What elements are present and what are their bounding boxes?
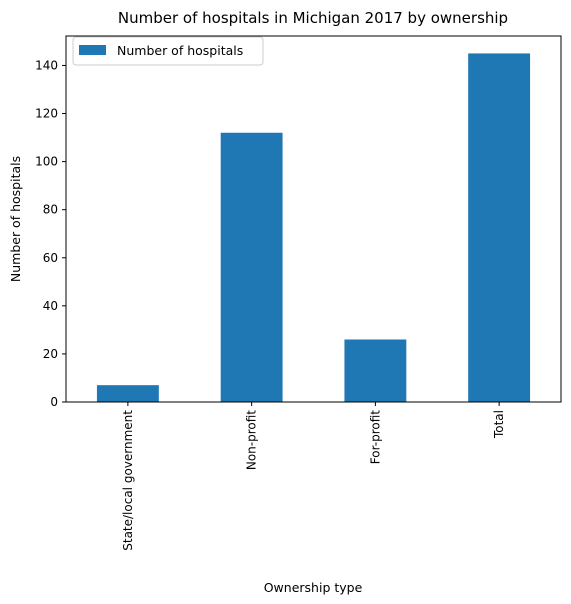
chart-title: Number of hospitals in Michigan 2017 by …	[118, 9, 508, 27]
y-tick-label: 140	[35, 58, 58, 72]
y-tick-label: 40	[43, 299, 58, 313]
legend-frame	[72, 36, 264, 66]
bar	[220, 132, 283, 403]
x-axis-ticks: State/local government Non-profit For-prof…	[121, 402, 506, 551]
y-axis-label: Number of hospitals	[8, 156, 23, 282]
y-tick-label: 120	[35, 107, 58, 121]
x-axis-label: Ownership type	[264, 580, 363, 595]
bar	[344, 339, 407, 402]
legend-label: Number of hospitals	[117, 43, 243, 58]
y-axis-ticks: 0 20 40 60 80 100 120 140	[35, 58, 66, 409]
bars	[96, 53, 531, 403]
y-tick-label: 0	[50, 395, 58, 409]
bar	[468, 53, 531, 403]
x-tick-label: For-profit	[368, 410, 382, 465]
legend-swatch	[79, 45, 106, 55]
y-tick-label: 100	[35, 155, 58, 169]
y-tick-label: 60	[43, 251, 58, 265]
x-tick-label: Non-profit	[245, 410, 259, 470]
x-tick-label: Total	[492, 410, 506, 439]
bar	[96, 385, 159, 402]
plot-frame	[65, 35, 562, 403]
x-tick-label: State/local government	[121, 410, 135, 551]
y-tick-label: 20	[43, 347, 58, 361]
legend: Number of hospitals	[72, 36, 264, 66]
y-tick-label: 80	[43, 203, 58, 217]
